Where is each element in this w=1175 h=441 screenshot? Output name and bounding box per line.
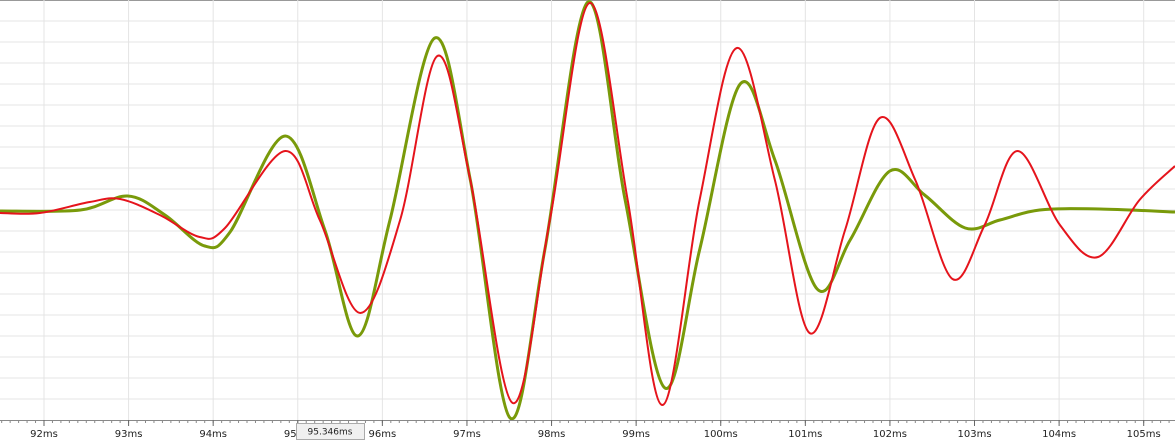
x-tick-label: 101ms — [788, 429, 822, 440]
x-axis: 92ms93ms94ms95ms96ms97ms98ms99ms100ms101… — [0, 420, 1175, 441]
x-tick-label: 100ms — [704, 429, 738, 440]
grid — [0, 0, 1175, 420]
x-tick-label: 93ms — [115, 429, 143, 440]
x-tick-label: 97ms — [453, 429, 481, 440]
cursor-readout: 95.346ms — [296, 423, 365, 440]
x-tick-label: 98ms — [538, 429, 566, 440]
x-tick-label: 92ms — [30, 429, 58, 440]
axis-strip — [0, 420, 1175, 441]
x-tick-label: 105ms — [1127, 429, 1161, 440]
x-tick-label: 99ms — [622, 429, 650, 440]
x-tick-label: 102ms — [873, 429, 907, 440]
x-tick-label: 104ms — [1042, 429, 1076, 440]
cursor-box — [296, 423, 365, 440]
x-tick-label: 103ms — [957, 429, 991, 440]
x-tick-label: 94ms — [199, 429, 227, 440]
lines — [0, 0, 1175, 421]
series-line — [0, 1, 1175, 406]
series-line — [0, 0, 1175, 421]
cursor-label: 95.346ms — [308, 428, 353, 438]
x-tick-label: 96ms — [369, 429, 397, 440]
